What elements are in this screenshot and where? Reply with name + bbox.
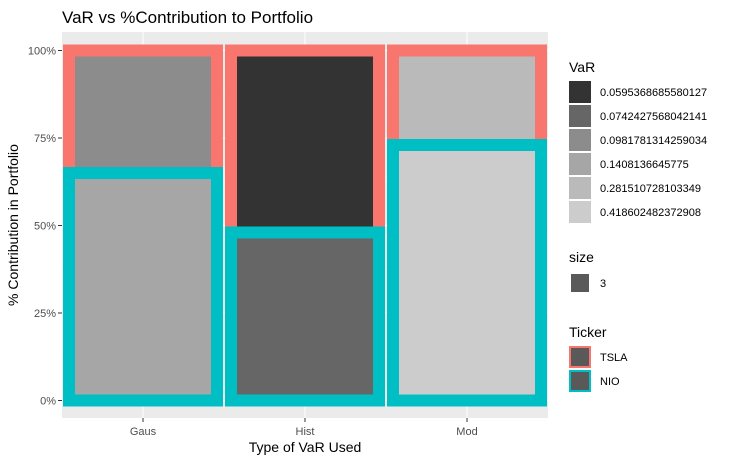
- y-tick-label: 50%: [34, 221, 56, 233]
- chart-title: VaR vs %Contribution to Portfolio: [62, 8, 313, 27]
- x-axis-title: Type of VaR Used: [249, 439, 362, 455]
- legend-var-title: VaR: [569, 59, 595, 75]
- legend-ticker-label: TSLA: [600, 352, 628, 364]
- bar-gaus-nio: [63, 167, 223, 407]
- legend-ticker-label: NIO: [600, 376, 620, 388]
- legend-var-label: 0.0595368685580127: [600, 87, 707, 99]
- legend-var-label: 0.0742427568042141: [600, 111, 707, 123]
- legend-var-label: 0.281510728103349: [600, 183, 701, 195]
- legends: VaR 0.0595368685580127 0.0742427568042141 0…: [569, 59, 707, 392]
- bars-group: [63, 44, 547, 407]
- y-tick-label: 0%: [40, 396, 56, 408]
- legend-var-label: 0.0981781314259034: [600, 135, 707, 147]
- legend-var-swatch: [569, 177, 591, 199]
- x-tick-label: Gaus: [130, 426, 157, 438]
- legend-size-label: 3: [600, 278, 606, 290]
- bar-hist-nio: [225, 226, 385, 407]
- y-tick-label: 25%: [34, 308, 56, 320]
- legend-var-swatch: [569, 201, 591, 223]
- legend-size-swatch: [569, 272, 591, 294]
- legend-ticker-title: Ticker: [569, 324, 607, 340]
- y-axis-ticks: 0% 25% 50% 75% 100%: [28, 46, 62, 408]
- bar-gaus-tsla: [63, 44, 223, 179]
- x-axis-ticks: Gaus Hist Mod: [130, 418, 478, 438]
- legend-var-swatch: [569, 81, 591, 103]
- bar-mod-tsla: [387, 44, 547, 151]
- legend-var-label: 0.1408136645775: [600, 159, 689, 171]
- legend-var-label: 0.418602482372908: [600, 207, 701, 219]
- bar-hist-tsla: [225, 44, 385, 239]
- x-tick-label: Hist: [296, 426, 315, 438]
- y-tick-label: 100%: [28, 46, 56, 58]
- legend-var-swatch: [569, 129, 591, 151]
- legend-ticker-swatch: [569, 370, 591, 392]
- bar-mod-nio: [387, 139, 547, 407]
- y-axis-title: % Contribution in Portfolio: [5, 144, 21, 306]
- legend-var-swatch: [569, 105, 591, 127]
- legend-ticker-swatch: [569, 346, 591, 368]
- legend-var-swatch: [569, 153, 591, 175]
- legend-size-title: size: [569, 249, 594, 265]
- x-tick-label: Mod: [456, 426, 477, 438]
- y-tick-label: 75%: [34, 133, 56, 145]
